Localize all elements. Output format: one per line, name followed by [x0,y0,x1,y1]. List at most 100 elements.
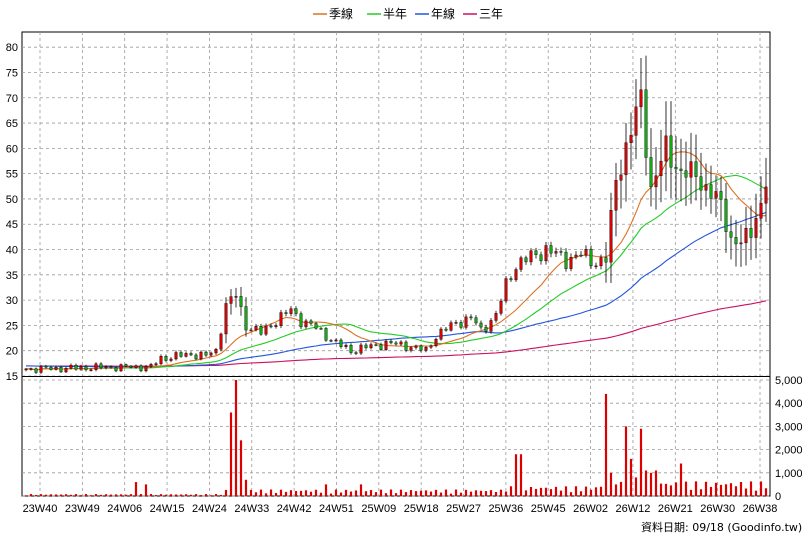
candle-up [434,338,438,346]
date-tick-label: 24W06 [107,503,142,515]
candle-up [544,245,548,262]
volume-axis: 0 1,000 2,000 3,000 4,000 5,000 [775,375,803,503]
candle-up [199,351,203,360]
volume-bar [109,494,113,496]
volume-bar [194,494,198,496]
volume-bar [99,494,103,496]
volume-bar [749,481,753,496]
volume-bar [469,491,473,496]
volume-bar [314,489,318,496]
candle-up [754,218,758,238]
candle-up [494,313,498,321]
candle-up [514,269,518,281]
candle-up [584,249,588,256]
volume-bar [359,484,363,496]
volume-bar [54,494,58,496]
date-tick-label: 25W27 [446,503,481,515]
candle-down [469,316,473,319]
volume-bar [374,492,378,496]
volume-bar [174,494,178,496]
candle-down [564,251,568,269]
volume-bar [444,489,448,496]
quarter-ma-line [25,151,767,371]
volume-bar [34,494,38,496]
volume-bar [204,494,208,496]
candle-down [34,368,38,373]
candle-down [74,364,78,370]
moving-average-lines [25,151,767,371]
candle-up [254,326,258,331]
date-tick-label: 23W40 [23,503,58,515]
candle-down [314,323,318,329]
candle-up [384,340,388,350]
volume-bar [529,486,533,496]
volume-bar [369,490,373,496]
data-date-footer: 資料日期: 09/18 (Goodinfo.tw) [641,520,802,534]
volume-bar [549,489,553,496]
candle-down [404,341,408,351]
candle-up [64,368,68,373]
candle-down [49,366,53,370]
volume-bar [704,481,708,496]
candle-up [449,322,453,331]
volume-bar [264,493,268,496]
candle-up [134,365,138,368]
candle-up [89,369,93,371]
candle-up [764,186,768,204]
candle-up [439,328,443,340]
candle-down [259,326,263,335]
volume-bar [734,486,738,496]
volume-bar [319,492,323,496]
volume-bar [669,485,673,496]
volume-bar [94,494,98,496]
volume-bar [454,489,458,496]
three-year-ma-line [26,300,767,367]
date-tick-label: 26W30 [700,503,735,515]
candle-down [179,352,183,357]
candle-down [244,306,248,331]
candle-down [129,365,133,368]
volume-bar [679,463,683,496]
volume-bar [114,494,118,496]
volume-bar [334,489,338,496]
volume-bar [224,489,228,496]
volume-bar [64,494,68,496]
candle-up [414,345,418,348]
legend: 季線 半年 年線 三年 [313,6,503,21]
volume-tick-label: 5,000 [775,375,803,387]
candle-down [44,366,48,368]
volume-bar [219,494,223,496]
price-tick-label: 60 [6,143,18,155]
legend-label: 半年 [383,7,407,21]
volume-bar [639,428,643,496]
candle-up [519,257,523,270]
volume-bar [624,426,628,496]
volume-bar [284,491,288,496]
candle-up [554,251,558,254]
candle-down [459,322,463,328]
candle-up [429,345,433,348]
candle-down [649,157,653,188]
volume-bar [524,490,528,496]
candle-up [69,364,73,369]
volume-bar [234,380,238,496]
volume-bar [494,491,498,496]
candle-up [359,344,363,354]
date-tick-label: 24W15 [150,503,185,515]
volume-bar [349,491,353,496]
candle-up [599,257,603,267]
candle-down [729,231,733,238]
candle-up [704,184,708,191]
candle-up [24,368,28,371]
candle-up [79,366,83,370]
candle-up [739,242,743,245]
volume-bar [384,493,388,496]
volume-tick-label: 3,000 [775,421,803,433]
volume-bar [249,489,253,496]
volume-bar [189,494,193,496]
candle-down [524,257,528,263]
volume-bar [329,493,333,496]
price-axis: 15 20 25 30 35 40 45 50 55 60 65 70 75 80 [6,42,18,383]
candle-up [569,257,573,269]
candle-up [144,366,148,372]
